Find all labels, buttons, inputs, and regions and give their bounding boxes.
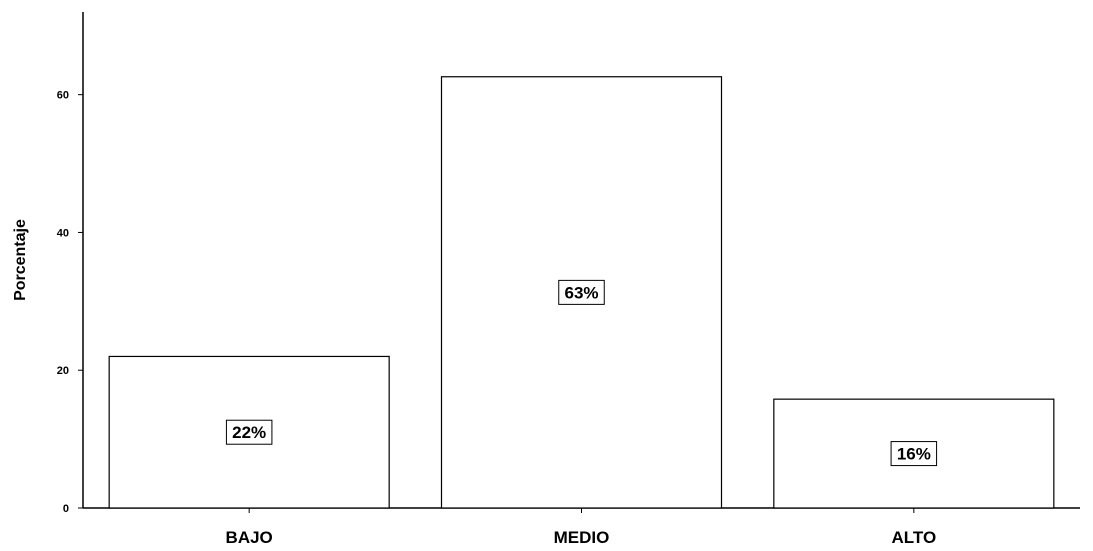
bars: 22% 63% 16%: [108, 76, 1055, 509]
data-label: 16%: [897, 445, 931, 464]
x-tick-label: BAJO: [226, 528, 273, 547]
bar-alto: [773, 398, 1055, 509]
x-axis: BAJO MEDIO ALTO: [83, 507, 1080, 547]
y-axis-title: Porcentaje: [12, 219, 29, 301]
y-tick-label: 40: [57, 227, 69, 239]
y-axis: 0 20 40 60: [57, 12, 84, 515]
data-label-box: [890, 441, 938, 467]
data-label-box: [225, 419, 273, 445]
x-tick-label: MEDIO: [554, 528, 610, 547]
y-tick-label: 20: [57, 365, 69, 377]
data-label-box: [558, 279, 605, 305]
bar-bajo: [108, 355, 390, 509]
data-label: 22%: [232, 423, 266, 442]
y-tick-label: 0: [63, 503, 69, 515]
data-label: 63%: [564, 283, 598, 302]
y-tick-label: 60: [57, 90, 69, 102]
x-tick-label: ALTO: [891, 528, 936, 547]
